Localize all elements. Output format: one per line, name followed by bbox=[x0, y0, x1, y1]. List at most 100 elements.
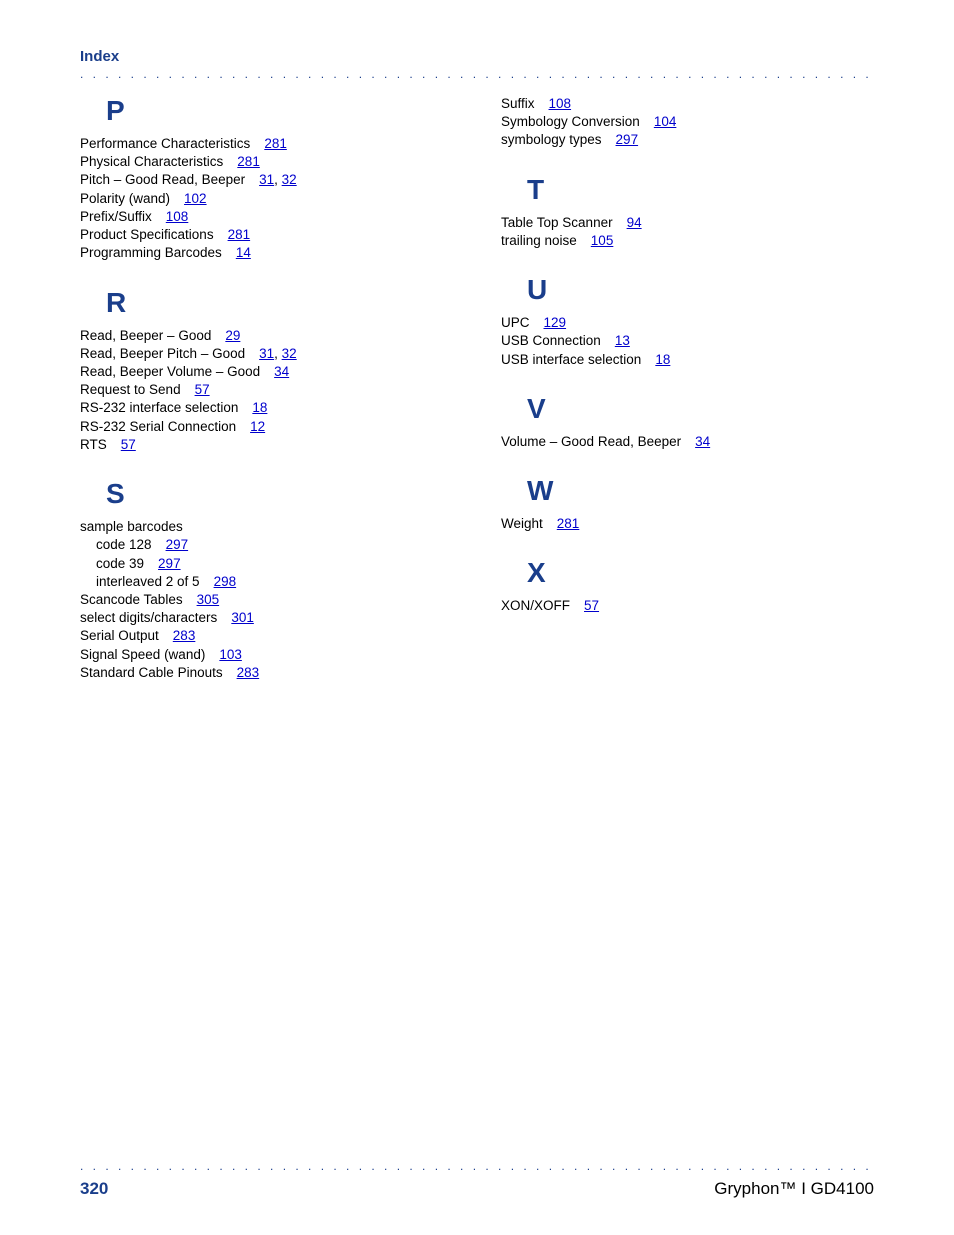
index-page-link[interactable]: 129 bbox=[544, 315, 567, 330]
comma-separator: , bbox=[274, 346, 282, 361]
index-entry-label: Scancode Tables bbox=[80, 592, 183, 607]
index-entry-label: Volume – Good Read, Beeper bbox=[501, 434, 681, 449]
index-entry-label: UPC bbox=[501, 315, 530, 330]
index-entry: Suffix 108 bbox=[501, 95, 874, 113]
index-entry: interleaved 2 of 5 298 bbox=[96, 573, 453, 591]
index-section: PPerformance Characteristics281Physical … bbox=[80, 95, 453, 263]
index-page-link[interactable]: 281 bbox=[237, 154, 260, 169]
index-entry-label: Programming Barcodes bbox=[80, 245, 222, 260]
index-page-link[interactable]: 103 bbox=[219, 647, 242, 662]
index-entry: Symbology Conversion 104 bbox=[501, 113, 874, 131]
page-footer: . . . . . . . . . . . . . . . . . . . . … bbox=[80, 1159, 874, 1199]
index-letter-heading: S bbox=[106, 478, 453, 510]
index-entry-label: code 128 bbox=[96, 537, 152, 552]
index-entry: RTS57 bbox=[80, 436, 453, 454]
index-entry: code 39297 bbox=[96, 555, 453, 573]
index-entry-label: Read, Beeper – Good bbox=[80, 328, 211, 343]
index-page-link[interactable]: 281 bbox=[228, 227, 251, 242]
index-page-link[interactable]: 34 bbox=[695, 434, 710, 449]
index-page-link[interactable]: 297 bbox=[166, 537, 189, 552]
index-entry-label: Physical Characteristics bbox=[80, 154, 223, 169]
index-entry: Request to Send57 bbox=[80, 381, 453, 399]
product-name: Gryphon™ I GD4100 bbox=[714, 1179, 874, 1199]
index-entry: Read, Beeper – Good 29 bbox=[80, 327, 453, 345]
index-letter-heading: W bbox=[527, 475, 874, 507]
index-entry: Standard Cable Pinouts283 bbox=[80, 664, 453, 682]
index-page-link[interactable]: 105 bbox=[591, 233, 614, 248]
index-page-link[interactable]: 32 bbox=[282, 172, 297, 187]
index-entry-label: Read, Beeper Volume – Good bbox=[80, 364, 260, 379]
index-entry-label: select digits/characters bbox=[80, 610, 217, 625]
header-dotted-rule: . . . . . . . . . . . . . . . . . . . . … bbox=[80, 67, 874, 81]
index-page-link[interactable]: 18 bbox=[252, 400, 267, 415]
index-left-column: PPerformance Characteristics281Physical … bbox=[80, 95, 453, 706]
index-entry: code 128 297 bbox=[96, 536, 453, 554]
index-entry-label: USB Connection bbox=[501, 333, 601, 348]
index-entry: UPC 129 bbox=[501, 314, 874, 332]
index-page-link[interactable]: 102 bbox=[184, 191, 207, 206]
index-entry: RS-232 interface selection18 bbox=[80, 399, 453, 417]
index-entry: USB interface selection 18 bbox=[501, 351, 874, 369]
index-entry: USB Connection 13 bbox=[501, 332, 874, 350]
index-page-link[interactable]: 283 bbox=[237, 665, 260, 680]
index-entry-label: interleaved 2 of 5 bbox=[96, 574, 200, 589]
index-section: T Table Top Scanner 94 trailing noise 105 bbox=[501, 174, 874, 250]
index-entry-label: symbology types bbox=[501, 132, 602, 147]
index-page-link[interactable]: 281 bbox=[264, 136, 287, 151]
index-entry: Signal Speed (wand) 103 bbox=[80, 646, 453, 664]
index-entry-label: Table Top Scanner bbox=[501, 215, 613, 230]
index-page-link[interactable]: 12 bbox=[250, 419, 265, 434]
index-entry-label: trailing noise bbox=[501, 233, 577, 248]
index-entry: Pitch – Good Read, Beeper31, 32 bbox=[80, 171, 453, 189]
index-page-link[interactable]: 14 bbox=[236, 245, 251, 260]
index-page-link[interactable]: 297 bbox=[616, 132, 639, 147]
index-page-link[interactable]: 305 bbox=[197, 592, 220, 607]
index-page-link[interactable]: 57 bbox=[584, 598, 599, 613]
index-letter-heading: R bbox=[106, 287, 453, 319]
index-letter-heading: T bbox=[527, 174, 874, 206]
index-entry-label: Suffix bbox=[501, 96, 535, 111]
index-letter-heading: V bbox=[527, 393, 874, 425]
index-page-link[interactable]: 297 bbox=[158, 556, 181, 571]
index-page-link[interactable]: 108 bbox=[166, 209, 189, 224]
index-entry-label: Polarity (wand) bbox=[80, 191, 170, 206]
index-entry: XON/XOFF57 bbox=[501, 597, 874, 615]
index-page-link[interactable]: 281 bbox=[557, 516, 580, 531]
index-entry: Weight281 bbox=[501, 515, 874, 533]
index-entry-label: Pitch – Good Read, Beeper bbox=[80, 172, 245, 187]
index-entry-label: RS-232 Serial Connection bbox=[80, 419, 236, 434]
index-entry-label: Symbology Conversion bbox=[501, 114, 640, 129]
index-page-link[interactable]: 13 bbox=[615, 333, 630, 348]
index-entry: Read, Beeper Pitch – Good 31, 32 bbox=[80, 345, 453, 363]
index-page-link[interactable]: 57 bbox=[121, 437, 136, 452]
index-entry-label: Read, Beeper Pitch – Good bbox=[80, 346, 245, 361]
index-page-link[interactable]: 34 bbox=[274, 364, 289, 379]
index-page-link[interactable]: 283 bbox=[173, 628, 196, 643]
footer-dotted-rule: . . . . . . . . . . . . . . . . . . . . … bbox=[80, 1159, 874, 1173]
index-page-link[interactable]: 29 bbox=[225, 328, 240, 343]
index-page-link[interactable]: 301 bbox=[231, 610, 254, 625]
index-entry: symbology types 297 bbox=[501, 131, 874, 149]
index-entry-label: Product Specifications bbox=[80, 227, 214, 242]
index-entry-label: Serial Output bbox=[80, 628, 159, 643]
index-page-link[interactable]: 18 bbox=[655, 352, 670, 367]
index-entry-label: sample barcodes bbox=[80, 519, 183, 534]
index-entry: Table Top Scanner 94 bbox=[501, 214, 874, 232]
index-columns: PPerformance Characteristics281Physical … bbox=[80, 95, 874, 706]
index-page-link[interactable]: 31 bbox=[259, 172, 274, 187]
page-header-title: Index bbox=[80, 48, 874, 65]
index-entry-label: USB interface selection bbox=[501, 352, 641, 367]
index-page-link[interactable]: 104 bbox=[654, 114, 677, 129]
index-letter-heading: X bbox=[527, 557, 874, 589]
index-page-link[interactable]: 298 bbox=[214, 574, 237, 589]
index-page-link[interactable]: 108 bbox=[549, 96, 572, 111]
index-page-link[interactable]: 57 bbox=[195, 382, 210, 397]
index-entry: Volume – Good Read, Beeper 34 bbox=[501, 433, 874, 451]
index-section: X XON/XOFF57 bbox=[501, 557, 874, 615]
index-page-link[interactable]: 31 bbox=[259, 346, 274, 361]
index-entry-label: Signal Speed (wand) bbox=[80, 647, 205, 662]
index-page-link[interactable]: 94 bbox=[627, 215, 642, 230]
index-entry: trailing noise 105 bbox=[501, 232, 874, 250]
index-entry-label: Performance Characteristics bbox=[80, 136, 250, 151]
index-page-link[interactable]: 32 bbox=[282, 346, 297, 361]
